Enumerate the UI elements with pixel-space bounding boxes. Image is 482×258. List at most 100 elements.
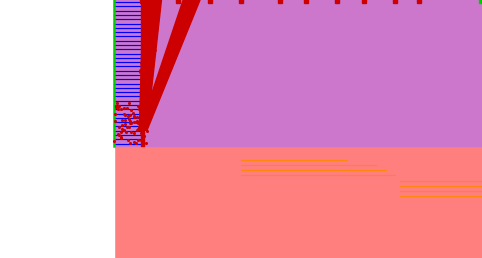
Point <box>130 120 138 125</box>
Point <box>133 141 140 145</box>
Point <box>123 124 131 128</box>
Point <box>147 9 155 13</box>
Point <box>118 118 126 122</box>
Point <box>144 56 151 60</box>
Point <box>140 78 147 82</box>
Point <box>137 131 145 135</box>
Point <box>140 23 148 27</box>
Point <box>136 70 144 75</box>
Point <box>130 111 137 115</box>
Point <box>127 130 134 134</box>
Point <box>115 104 123 108</box>
Point <box>139 116 147 120</box>
Point <box>120 122 128 126</box>
Point <box>142 83 149 87</box>
Point <box>133 120 140 124</box>
Point <box>141 18 148 22</box>
Point <box>120 128 128 133</box>
Point <box>118 123 126 127</box>
Point <box>140 102 147 106</box>
Point <box>121 113 129 117</box>
Point <box>130 115 137 119</box>
Point <box>134 115 141 119</box>
Point <box>139 16 147 20</box>
Polygon shape <box>139 0 200 130</box>
Point <box>145 29 152 33</box>
Point <box>138 101 146 105</box>
Point <box>111 118 119 123</box>
Point <box>124 138 132 142</box>
Point <box>150 19 158 23</box>
Point <box>136 119 144 123</box>
Point <box>135 103 143 108</box>
Point <box>134 128 141 132</box>
Point <box>145 111 152 115</box>
Point <box>115 125 122 129</box>
Point <box>127 119 134 123</box>
Point <box>125 101 133 105</box>
Point <box>150 21 158 25</box>
Point <box>114 103 121 108</box>
Point <box>126 113 134 117</box>
Point <box>118 127 126 131</box>
Point <box>112 104 120 108</box>
Point <box>134 104 142 108</box>
Point <box>145 109 152 113</box>
Point <box>120 112 128 116</box>
Point <box>149 28 157 32</box>
Point <box>138 33 146 37</box>
Point <box>139 121 147 125</box>
Point <box>126 141 134 145</box>
Polygon shape <box>139 0 161 130</box>
Point <box>138 125 146 129</box>
Point <box>134 126 142 131</box>
Point <box>138 119 146 124</box>
Point <box>136 68 144 72</box>
Point <box>137 61 145 65</box>
Point <box>150 20 158 24</box>
Point <box>138 132 146 136</box>
Point <box>123 106 131 110</box>
Point <box>127 121 134 125</box>
Point <box>124 114 132 118</box>
Point <box>150 24 158 28</box>
Point <box>120 106 128 110</box>
Point <box>111 111 119 116</box>
Point <box>134 138 142 142</box>
Point <box>148 49 156 53</box>
Point <box>140 106 148 110</box>
Point <box>117 136 124 140</box>
Point <box>144 62 152 67</box>
Point <box>138 133 146 137</box>
Point <box>135 125 143 129</box>
Point <box>141 75 148 79</box>
Point <box>151 48 159 52</box>
Point <box>125 117 133 121</box>
Point <box>137 128 145 132</box>
Point <box>140 127 147 132</box>
Point <box>141 134 148 139</box>
Point <box>110 139 118 143</box>
Point <box>122 130 130 134</box>
Point <box>115 132 122 136</box>
Point <box>150 38 158 42</box>
Point <box>112 104 120 109</box>
Point <box>114 107 122 111</box>
Point <box>121 118 129 122</box>
Point <box>130 131 137 135</box>
Point <box>145 104 152 108</box>
Point <box>150 27 158 31</box>
Point <box>143 86 150 90</box>
Point <box>130 140 138 144</box>
Point <box>118 135 125 139</box>
Point <box>137 138 145 142</box>
Point <box>137 124 145 128</box>
Point <box>113 101 121 105</box>
Point <box>125 125 133 129</box>
Point <box>115 133 122 137</box>
Point <box>142 141 149 145</box>
Point <box>143 130 151 134</box>
Point <box>134 120 141 125</box>
Point <box>139 105 147 109</box>
Point <box>130 114 137 118</box>
